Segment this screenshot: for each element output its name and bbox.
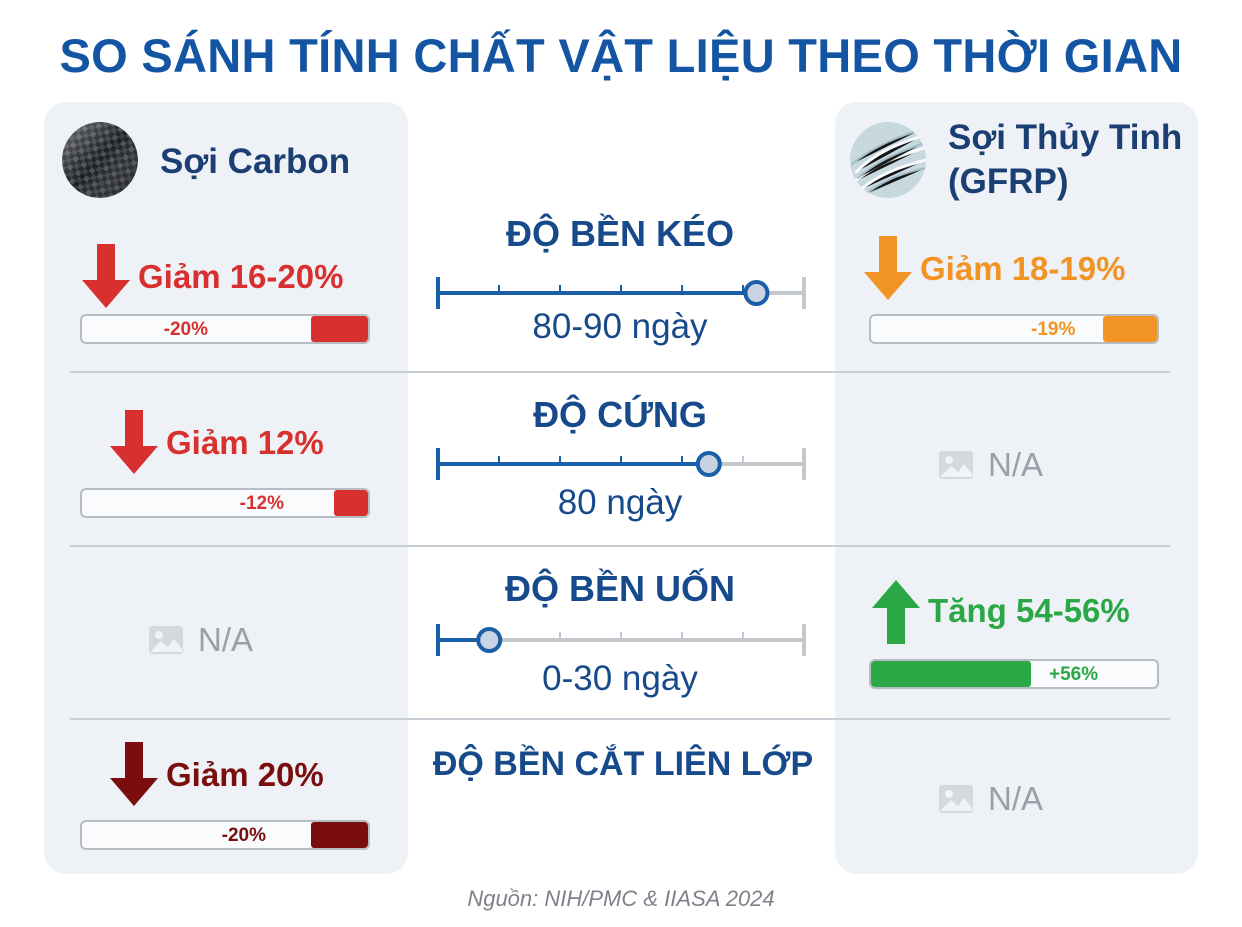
bar-label: -20%	[221, 825, 266, 846]
bar-fill	[871, 661, 1032, 687]
change-bar: +56%	[869, 659, 1159, 689]
gfrp-name-line2: (GFRP)	[948, 162, 1069, 201]
metric-label: ĐỘ BỀN CẮT LIÊN LỚP	[432, 745, 814, 783]
timeline	[436, 448, 806, 480]
carbon-na: N/A	[148, 621, 253, 659]
timeline-marker	[476, 627, 503, 653]
arrow-up-icon	[872, 580, 920, 644]
bar-label: -20%	[163, 319, 208, 340]
row-divider	[70, 545, 1170, 547]
gfrp-effect: Tăng 54-56%	[870, 578, 1130, 644]
carbon-name: Sợi Carbon	[160, 142, 351, 181]
bar-label: -19%	[1031, 319, 1076, 340]
effect-text: Giảm 20%	[166, 756, 324, 793]
na-text: N/A	[198, 621, 254, 658]
image-placeholder-icon	[939, 451, 973, 479]
gfrp-na: N/A	[938, 780, 1043, 818]
metric-label: ĐỘ BỀN KÉO	[505, 213, 735, 254]
change-bar: -19%	[869, 314, 1159, 344]
source-note: Nguồn: NIH/PMC & IIASA 2024	[467, 886, 775, 911]
timeline	[436, 277, 806, 309]
effect-text: Giảm 12%	[166, 424, 324, 461]
carbon-effect: Giảm 12%	[108, 410, 324, 476]
arrow-down-icon	[110, 742, 158, 806]
page-title: SO SÁNH TÍNH CHẤT VẬT LIỆU THEO THỜI GIA…	[59, 29, 1183, 82]
effect-text: Giảm 18-19%	[920, 250, 1126, 287]
change-bar: -12%	[80, 488, 370, 518]
bar-label: -12%	[239, 493, 284, 514]
row-divider	[70, 718, 1170, 720]
timeline	[436, 624, 806, 656]
row-divider	[70, 371, 1170, 373]
gfrp-na: N/A	[938, 446, 1043, 484]
change-bar: -20%	[80, 314, 370, 344]
timeline-marker	[695, 451, 722, 477]
bar-fill	[333, 490, 368, 516]
gfrp-name-line1: Sợi Thủy Tinh	[948, 118, 1183, 157]
timeline-label: 0-30 ngày	[542, 659, 698, 698]
arrow-down-icon	[110, 410, 158, 474]
bar-fill	[310, 822, 368, 848]
na-text: N/A	[988, 446, 1044, 483]
timeline-label: 80 ngày	[557, 483, 683, 522]
image-placeholder-icon	[149, 626, 183, 654]
bar-fill	[1102, 316, 1157, 342]
gfrp-panel	[835, 102, 1198, 874]
carbon-fiber-icon	[62, 122, 138, 198]
metric-label: ĐỘ BỀN UỐN	[504, 568, 735, 609]
bar-fill	[310, 316, 368, 342]
effect-text: Giảm 16-20%	[138, 258, 344, 295]
timeline-label: 80-90 ngày	[532, 307, 708, 346]
arrow-down-icon	[864, 236, 912, 300]
change-bar: -20%	[80, 820, 370, 850]
effect-text: Tăng 54-56%	[928, 592, 1130, 629]
arrow-down-icon	[82, 244, 130, 308]
timeline-marker	[743, 280, 770, 306]
glass-fiber-icon	[850, 122, 926, 198]
metric-label: ĐỘ CỨNG	[533, 394, 707, 435]
gfrp-effect: Giảm 18-19%	[862, 236, 1125, 302]
na-text: N/A	[988, 780, 1044, 817]
bar-label: +56%	[1049, 664, 1099, 685]
image-placeholder-icon	[939, 785, 973, 813]
carbon-effect: Giảm 16-20%	[80, 244, 343, 310]
carbon-effect: Giảm 20%	[108, 742, 324, 808]
